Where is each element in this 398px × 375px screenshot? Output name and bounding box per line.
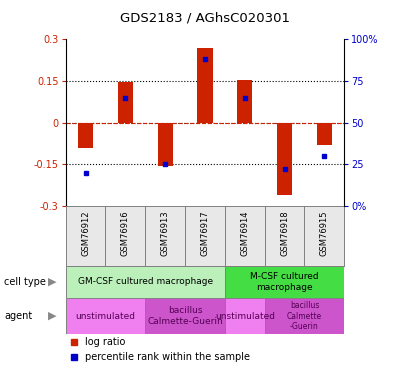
Bar [225, 266, 344, 298]
Text: M-CSF cultured
macrophage: M-CSF cultured macrophage [250, 272, 319, 292]
Text: GDS2183 / AGhsC020301: GDS2183 / AGhsC020301 [120, 11, 290, 24]
Text: GSM76912: GSM76912 [81, 211, 90, 256]
Text: GSM76914: GSM76914 [240, 211, 249, 256]
Text: GSM76917: GSM76917 [201, 211, 209, 256]
Bar [158, 123, 173, 166]
Text: ▶: ▶ [47, 311, 56, 321]
Text: bacillus
Calmette
-Guerin: bacillus Calmette -Guerin [287, 301, 322, 331]
Bar [78, 123, 93, 148]
Bar [225, 298, 265, 334]
Text: unstimulated: unstimulated [76, 312, 135, 321]
Text: unstimulated: unstimulated [215, 312, 275, 321]
Text: GSM76913: GSM76913 [161, 211, 170, 256]
Text: GSM76918: GSM76918 [280, 211, 289, 256]
Bar [317, 123, 332, 145]
Text: cell type: cell type [4, 277, 46, 287]
Text: bacillus
Calmette-Guerin: bacillus Calmette-Guerin [147, 306, 223, 326]
Bar [277, 123, 292, 195]
Bar [145, 298, 225, 334]
Text: GM-CSF cultured macrophage: GM-CSF cultured macrophage [78, 278, 213, 286]
Bar [66, 298, 145, 334]
Bar [66, 266, 225, 298]
Text: GSM76916: GSM76916 [121, 211, 130, 256]
Text: percentile rank within the sample: percentile rank within the sample [85, 352, 250, 362]
Text: GSM76915: GSM76915 [320, 211, 329, 256]
Text: agent: agent [4, 311, 32, 321]
Text: log ratio: log ratio [85, 338, 125, 347]
Bar [118, 82, 133, 123]
Bar [265, 298, 344, 334]
Bar [197, 48, 213, 123]
Bar [237, 81, 252, 123]
Text: ▶: ▶ [47, 277, 56, 287]
